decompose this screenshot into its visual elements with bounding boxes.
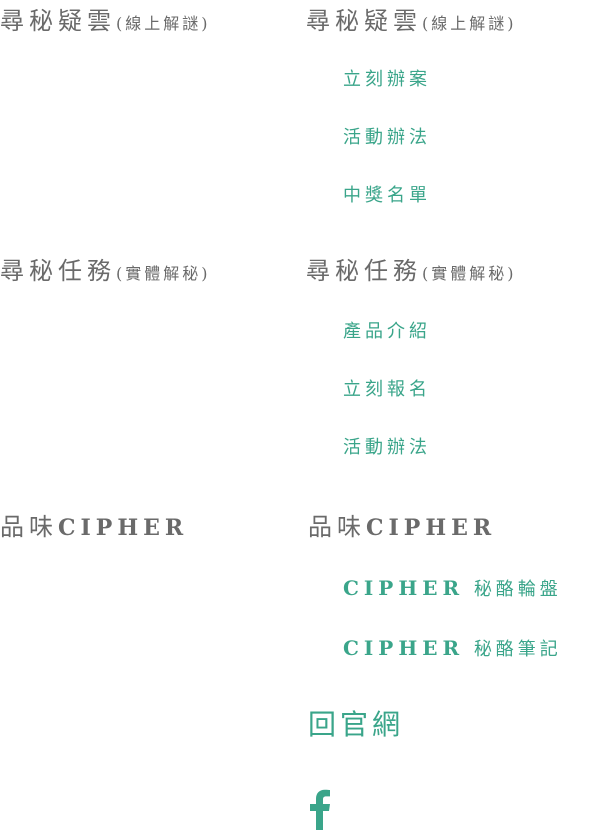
item-latin: CIPHER xyxy=(343,576,465,600)
menu-item-winners-list[interactable]: 中獎名單 xyxy=(343,185,431,206)
back-to-official-site-link[interactable]: 回官網 xyxy=(308,708,405,741)
facebook-icon[interactable] xyxy=(306,788,332,830)
heading-title-cjk: 品味 xyxy=(308,513,366,541)
item-cjk: 秘酪筆記 xyxy=(473,639,562,660)
menu-item-cipher-notes[interactable]: CIPHER 秘酪筆記 xyxy=(343,636,562,662)
menu-item-cipher-wheel[interactable]: CIPHER 秘酪輪盤 xyxy=(343,576,562,602)
menu-item-product-intro[interactable]: 產品介紹 xyxy=(343,321,431,342)
heading-subtitle: (實體解秘) xyxy=(422,264,517,283)
right-heading-online-puzzle[interactable]: 尋秘疑雲(線上解謎) xyxy=(306,6,517,39)
menu-item-sign-up[interactable]: 立刻報名 xyxy=(343,379,431,400)
left-heading-online-puzzle[interactable]: 尋秘疑雲(線上解謎) xyxy=(0,6,211,39)
heading-subtitle: (線上解謎) xyxy=(422,14,517,33)
left-heading-taste-cipher[interactable]: 品味CIPHER xyxy=(0,512,188,543)
heading-title-latin: CIPHER xyxy=(58,515,189,541)
right-heading-physical-mission[interactable]: 尋秘任務(實體解秘) xyxy=(306,256,517,289)
menu-item-event-rules-2[interactable]: 活動辦法 xyxy=(343,437,431,458)
heading-title: 尋秘疑雲 xyxy=(0,7,116,35)
right-heading-taste-cipher[interactable]: 品味CIPHER xyxy=(308,512,496,543)
menu-item-event-rules[interactable]: 活動辦法 xyxy=(343,127,431,148)
item-cjk: 秘酪輪盤 xyxy=(473,579,562,600)
heading-title: 尋秘任務 xyxy=(0,257,116,285)
heading-title-cjk: 品味 xyxy=(0,513,58,541)
heading-title: 尋秘任務 xyxy=(306,257,422,285)
left-heading-physical-mission[interactable]: 尋秘任務(實體解秘) xyxy=(0,256,211,289)
heading-title-latin: CIPHER xyxy=(366,515,497,541)
heading-subtitle: (實體解秘) xyxy=(116,264,211,283)
heading-subtitle: (線上解謎) xyxy=(116,14,211,33)
item-latin: CIPHER xyxy=(343,636,465,660)
heading-title: 尋秘疑雲 xyxy=(306,7,422,35)
menu-item-solve-case[interactable]: 立刻辦案 xyxy=(343,69,431,90)
